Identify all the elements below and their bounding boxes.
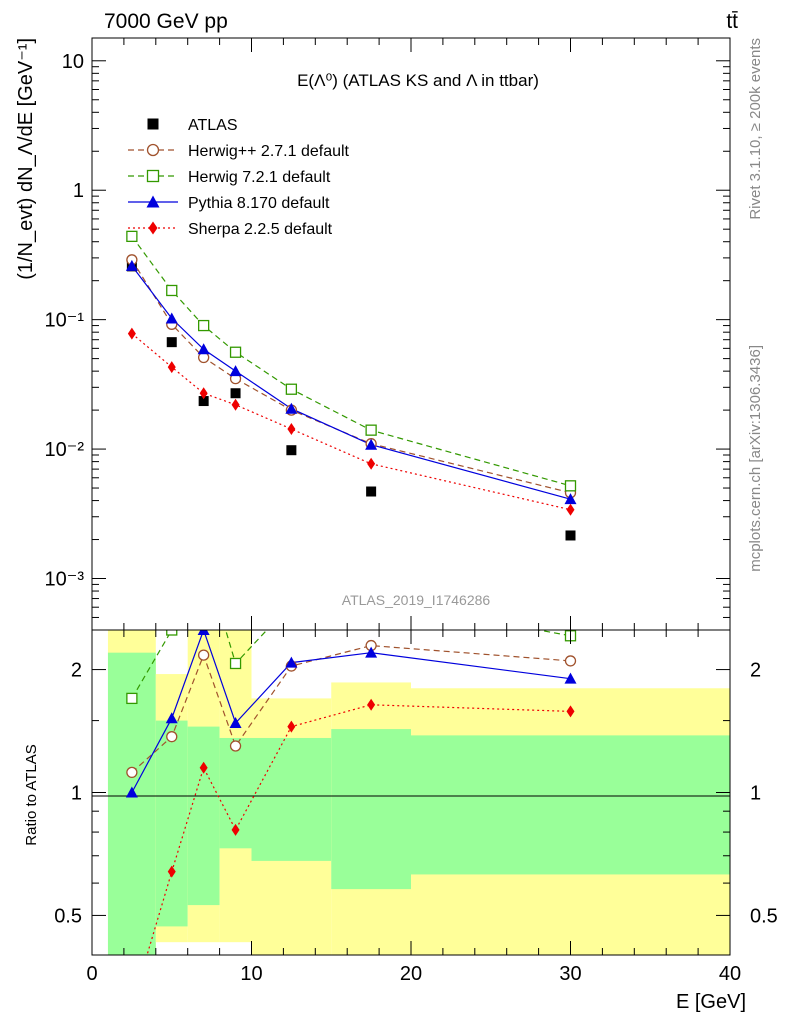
ratio-point-pythia: [564, 672, 577, 684]
y-tick-label: 10⁻³: [45, 568, 85, 590]
ratio-y-tick-label-right: 0.5: [750, 905, 778, 927]
analysis-watermark: ATLAS_2019_I1746286: [342, 592, 491, 608]
ratio-point-herwig7: [229, 657, 242, 670]
data-point-atlas: [565, 530, 576, 541]
ratio-y-tick-label: 2: [71, 660, 82, 682]
data-point-atlas: [366, 486, 377, 497]
ratio-point-herwig7: [126, 692, 138, 705]
ratio-point-pythia: [125, 786, 138, 798]
data-point-herwig7: [166, 284, 178, 297]
data-point-sherpa: [566, 503, 575, 516]
data-point-pythia: [365, 438, 378, 450]
header-left: 7000 GeV pp: [104, 10, 228, 33]
uncertainty-band-inner: [411, 735, 730, 875]
x-tick-label: 0: [86, 963, 97, 985]
ratio-point-sherpa: [367, 698, 376, 711]
main-title: E(Λ⁰) (ATLAS KS and Λ in ttbar): [297, 71, 539, 90]
y-tick-label: 10: [62, 51, 84, 73]
legend-label-herwigpp: Herwig++ 2.7.1 default: [188, 143, 350, 160]
data-point-sherpa: [287, 422, 296, 435]
data-point-atlas: [198, 396, 209, 407]
series-line-herwig7: [131, 236, 571, 487]
main-axes: 10 1 10⁻¹ 10⁻² 10⁻³: [45, 38, 731, 631]
x-axis-label: E [GeV]: [676, 991, 746, 1013]
ratio-point-herwigpp: [229, 740, 242, 752]
ratio-ylabel: Ratio to ATLAS: [23, 744, 40, 845]
series-line-herwigpp: [131, 259, 571, 494]
data-point-sherpa: [231, 398, 240, 411]
main-ylabel: (1/N_evt) dN_Λ/dE [GeV⁻¹]: [15, 38, 37, 280]
series-line-pythia: [131, 265, 571, 500]
uncertainty-band-inner: [187, 726, 220, 906]
ratio-point-sherpa: [231, 823, 240, 836]
uncertainty-band-inner: [331, 729, 411, 890]
main-series-markers: [125, 230, 577, 541]
legend-marker-pythia: [146, 195, 160, 208]
ratio-point-pythia: [197, 630, 210, 635]
ratio-axes: 0.5 0.51 12 20 10 20 30 40: [54, 630, 778, 985]
main-series-lines: [131, 236, 571, 511]
header-right: tt̄: [726, 10, 738, 33]
data-point-herwig7: [564, 480, 577, 492]
legend: ATLAS Herwig++ 2.7.1 default Herwig 7.2.1 …: [128, 117, 350, 238]
legend-marker-atlas: [147, 118, 159, 130]
x-tick-label: 40: [719, 963, 741, 985]
ratio-y-tick-label-right: 2: [750, 660, 761, 682]
legend-label-sherpa: Sherpa 2.2.5 default: [188, 221, 333, 238]
series-line-sherpa: [131, 333, 571, 511]
ratio-point-pythia: [165, 712, 178, 724]
ratio-y-tick-label: 1: [71, 783, 82, 805]
mcplots-label: mcplots.cern.ch [arXiv:1306.3436]: [747, 345, 764, 572]
ratio-point-herwigpp: [564, 655, 577, 667]
data-point-sherpa: [167, 361, 176, 374]
legend-marker-herwigpp: [146, 143, 160, 157]
data-point-herwig7: [365, 424, 377, 436]
data-point-pythia: [197, 343, 210, 355]
ratio-point-pythia: [365, 646, 378, 658]
ratio-point-herwigpp: [197, 649, 210, 661]
x-tick-label: 10: [240, 963, 262, 985]
data-point-herwig7: [285, 383, 298, 395]
ratio-point-sherpa: [199, 761, 208, 774]
data-point-herwig7: [229, 346, 242, 358]
legend-label-pythia: Pythia 8.170 default: [188, 195, 330, 212]
legend-label-atlas: ATLAS: [188, 117, 238, 134]
data-point-pythia: [165, 312, 178, 324]
data-point-pythia: [229, 365, 242, 377]
y-tick-label: 10⁻¹: [45, 310, 85, 332]
ratio-y-tick-label-right: 1: [750, 783, 761, 805]
data-point-atlas: [286, 445, 297, 456]
uncertainty-band-inner: [251, 737, 332, 861]
legend-marker-herwig7: [146, 169, 160, 183]
ratio-point-pythia: [285, 656, 298, 668]
legend-label-herwig7: Herwig 7.2.1 default: [188, 169, 331, 186]
ratio-point-sherpa: [287, 720, 296, 733]
x-tick-label: 20: [400, 963, 422, 985]
ratio-point-pythia: [229, 716, 242, 728]
ratio-uncertainty-bands: [107, 630, 730, 955]
y-tick-label: 10⁻²: [45, 439, 85, 461]
ratio-point-herwigpp: [166, 731, 178, 743]
y-tick-label: 1: [73, 180, 84, 202]
data-point-atlas: [166, 337, 177, 348]
data-point-sherpa: [367, 457, 376, 470]
legend-marker-sherpa: [148, 221, 158, 235]
data-point-pythia: [125, 259, 138, 271]
uncertainty-band-inner: [155, 720, 188, 927]
data-point-herwig7: [126, 230, 138, 243]
rivet-label: Rivet 3.1.10, ≥ 200k events: [747, 38, 764, 220]
ratio-point-herwig7: [166, 630, 178, 636]
data-point-sherpa: [127, 327, 136, 340]
data-point-pythia: [564, 493, 577, 505]
ratio-point-sherpa: [566, 705, 575, 718]
data-point-pythia: [285, 402, 298, 414]
x-tick-label: 30: [559, 963, 581, 985]
ratio-y-tick-label: 0.5: [54, 905, 82, 927]
ratio-point-herwigpp: [126, 766, 138, 779]
data-point-atlas: [230, 388, 241, 399]
data-point-sherpa: [199, 387, 208, 400]
data-point-herwig7: [197, 319, 210, 332]
ratio-point-sherpa: [167, 865, 176, 878]
